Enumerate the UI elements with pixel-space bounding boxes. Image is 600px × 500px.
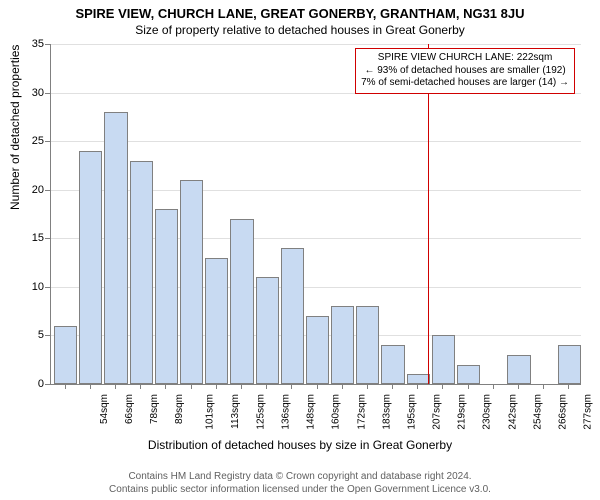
xtick-label: 195sqm: [406, 394, 417, 430]
bar: [54, 326, 77, 384]
bar: [507, 355, 530, 384]
xtick-label: 254sqm: [532, 394, 543, 430]
ytick-mark: [45, 44, 50, 45]
annotation-line3: 7% of semi-detached houses are larger (1…: [361, 77, 569, 90]
xtick-mark: [568, 384, 569, 389]
xtick-label: 160sqm: [331, 394, 342, 430]
bar: [407, 374, 430, 384]
xtick-mark: [191, 384, 192, 389]
ytick-label: 30: [14, 87, 44, 99]
xtick-mark: [518, 384, 519, 389]
bar: [457, 365, 480, 384]
xtick-label: 78sqm: [149, 394, 160, 424]
attribution-line2: Contains public sector information licen…: [0, 484, 600, 497]
bar: [104, 112, 127, 384]
xtick-label: 89sqm: [174, 394, 185, 424]
bar: [331, 306, 354, 384]
annotation-line1: SPIRE VIEW CHURCH LANE: 222sqm: [361, 52, 569, 65]
xtick-mark: [241, 384, 242, 389]
annotation-box: SPIRE VIEW CHURCH LANE: 222sqm ← 93% of …: [355, 48, 575, 94]
bar: [130, 161, 153, 384]
xtick-label: 113sqm: [229, 394, 240, 429]
xtick-mark: [468, 384, 469, 389]
plot-region: SPIRE VIEW CHURCH LANE: 222sqm ← 93% of …: [50, 44, 581, 385]
bar: [558, 345, 581, 384]
xtick-mark: [266, 384, 267, 389]
xtick-label: 148sqm: [306, 394, 317, 430]
bar: [256, 277, 279, 384]
ytick-mark: [45, 287, 50, 288]
xtick-label: 277sqm: [583, 394, 594, 430]
xtick-mark: [392, 384, 393, 389]
xtick-mark: [165, 384, 166, 389]
xtick-label: 66sqm: [124, 394, 135, 424]
xtick-mark: [317, 384, 318, 389]
bar: [79, 151, 102, 384]
bar: [230, 219, 253, 384]
ytick-label: 5: [14, 329, 44, 341]
bar: [281, 248, 304, 384]
bar: [205, 258, 228, 384]
bar: [381, 345, 404, 384]
xtick-mark: [367, 384, 368, 389]
xtick-label: 207sqm: [432, 394, 443, 430]
xtick-label: 242sqm: [507, 394, 518, 430]
xtick-mark: [115, 384, 116, 389]
xtick-label: 101sqm: [205, 394, 216, 430]
xtick-label: 266sqm: [558, 394, 569, 430]
chart-container: SPIRE VIEW, CHURCH LANE, GREAT GONERBY, …: [0, 0, 600, 500]
xtick-mark: [90, 384, 91, 389]
bar: [356, 306, 379, 384]
ytick-mark: [45, 238, 50, 239]
xtick-label: 136sqm: [281, 394, 292, 430]
xtick-mark: [417, 384, 418, 389]
xtick-mark: [543, 384, 544, 389]
xtick-mark: [291, 384, 292, 389]
marker-line: [428, 44, 429, 384]
ytick-mark: [45, 190, 50, 191]
ytick-label: 10: [14, 281, 44, 293]
bar: [180, 180, 203, 384]
xtick-mark: [493, 384, 494, 389]
ytick-label: 35: [14, 38, 44, 50]
xtick-mark: [65, 384, 66, 389]
xtick-mark: [140, 384, 141, 389]
chart-title: SPIRE VIEW, CHURCH LANE, GREAT GONERBY, …: [0, 0, 600, 21]
bar: [432, 335, 455, 384]
xtick-mark: [442, 384, 443, 389]
chart-subtitle: Size of property relative to detached ho…: [0, 21, 600, 37]
xtick-label: 219sqm: [457, 394, 468, 430]
x-axis-label: Distribution of detached houses by size …: [0, 438, 600, 452]
xtick-mark: [342, 384, 343, 389]
ytick-label: 25: [14, 135, 44, 147]
xtick-label: 172sqm: [356, 394, 367, 430]
ytick-mark: [45, 384, 50, 385]
attribution-line1: Contains HM Land Registry data © Crown c…: [0, 471, 600, 484]
xtick-label: 183sqm: [381, 394, 392, 430]
bar: [306, 316, 329, 384]
ytick-mark: [45, 335, 50, 336]
annotation-line2: ← 93% of detached houses are smaller (19…: [361, 65, 569, 78]
ytick-label: 0: [14, 378, 44, 390]
xtick-label: 54sqm: [99, 394, 110, 424]
xtick-label: 230sqm: [482, 394, 493, 430]
xtick-label: 125sqm: [255, 394, 266, 430]
bar: [155, 209, 178, 384]
ytick-label: 20: [14, 184, 44, 196]
bars-group: [51, 44, 581, 384]
ytick-mark: [45, 93, 50, 94]
xtick-mark: [216, 384, 217, 389]
ytick-label: 15: [14, 232, 44, 244]
ytick-mark: [45, 141, 50, 142]
attribution: Contains HM Land Registry data © Crown c…: [0, 471, 600, 496]
chart-area: SPIRE VIEW CHURCH LANE: 222sqm ← 93% of …: [50, 44, 580, 414]
